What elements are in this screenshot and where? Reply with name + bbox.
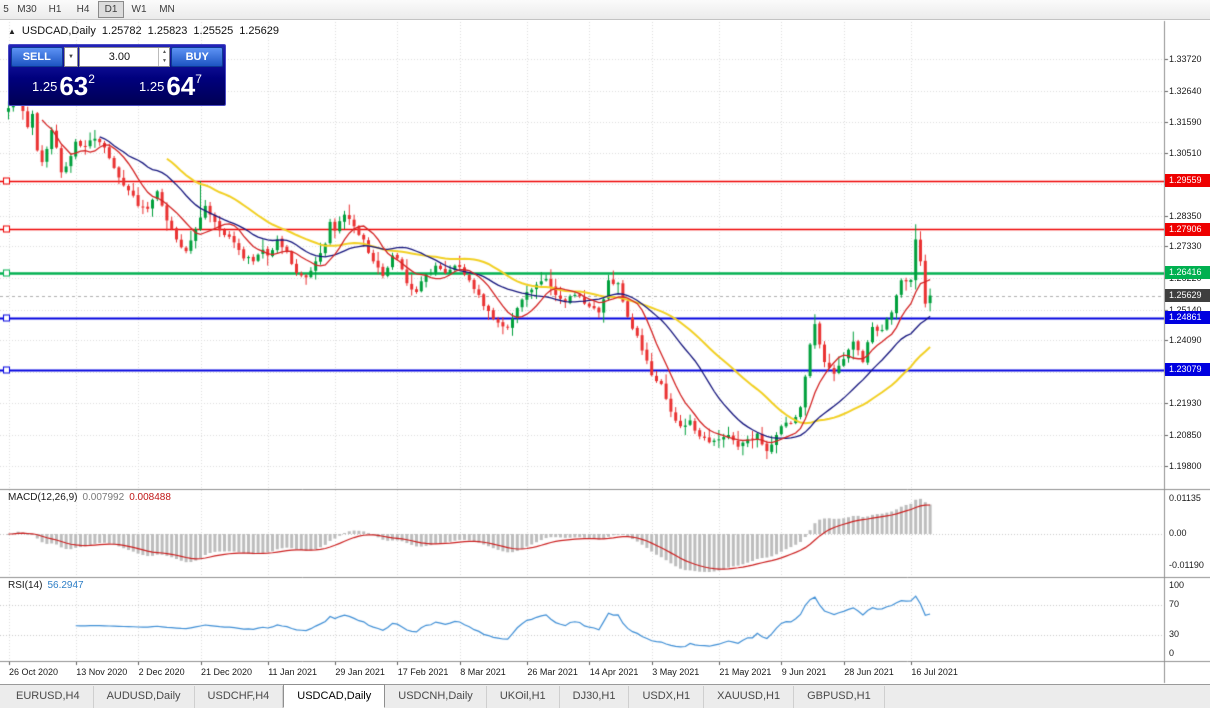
timeframe-button-5[interactable]: 5 bbox=[3, 4, 9, 15]
chart-tab-dj30-h1[interactable]: DJ30,H1 bbox=[559, 686, 630, 708]
date-axis-label: 14 Apr 2021 bbox=[589, 667, 639, 677]
rsi-scale-label: 70 bbox=[1169, 598, 1180, 609]
chart-tab-audusd-daily[interactable]: AUDUSD,Daily bbox=[93, 686, 195, 708]
chart-tab-eurusd-h4[interactable]: EURUSD,H4 bbox=[3, 686, 94, 708]
macd-title: MACD(12,26,9) bbox=[8, 492, 78, 503]
timeframe-button-d1[interactable]: D1 bbox=[98, 1, 124, 18]
macd-scale-label: 0.01135 bbox=[1169, 493, 1201, 503]
ohlc-close-value: 1.25629 bbox=[239, 25, 279, 37]
sell-price-display[interactable]: 1.25 63 2 bbox=[11, 69, 116, 103]
level-price-label: 1.24861 bbox=[1165, 311, 1210, 325]
rsi-scale-label: 0 bbox=[1169, 648, 1175, 658]
chart-info-line: ▲ USDCAD,Daily 1.25782 1.25823 1.25525 1… bbox=[8, 25, 279, 37]
timeframe-button-m30[interactable]: M30 bbox=[17, 4, 37, 15]
one-click-controls-row: SELL ▼ 3.00 ▲ ▼ BUY bbox=[11, 47, 223, 67]
chart-symbol-label: USDCAD,Daily bbox=[21, 25, 96, 37]
chart-tab-usdcad-daily[interactable]: USDCAD,Daily bbox=[283, 684, 386, 708]
price-scale-tick: 1.25140 bbox=[1169, 304, 1202, 315]
price-scale-tick: 1.20850 bbox=[1169, 430, 1202, 440]
rsi-scale-label: 100 bbox=[1169, 580, 1185, 590]
buy-price-big-digits: 64 bbox=[166, 71, 196, 101]
level-price-label: 1.23079 bbox=[1165, 363, 1210, 377]
timeframe-button-w1[interactable]: W1 bbox=[131, 4, 147, 15]
date-axis-label: 13 Nov 2020 bbox=[76, 667, 128, 677]
one-click-prices-row: 1.25 63 2 1.25 64 7 bbox=[11, 69, 223, 103]
timeframe-toolbar: 5 M30 H1 H4 D1 W1 MN bbox=[0, 0, 1210, 20]
volume-input[interactable]: 3.00 ▲ ▼ bbox=[79, 47, 171, 67]
rsi-panel-header: RSI(14) 56.2947 bbox=[8, 580, 84, 591]
price-scale-tick: 1.21930 bbox=[1169, 398, 1202, 409]
one-click-trading-panel: SELL ▼ 3.00 ▲ ▼ BUY 1.25 63 2 1.25 64 bbox=[8, 44, 226, 106]
price-scale-tick: 1.32640 bbox=[1169, 85, 1202, 96]
buy-button[interactable]: BUY bbox=[171, 47, 223, 67]
date-axis-label: 26 Mar 2021 bbox=[527, 667, 578, 677]
timeframe-button-h1[interactable]: H1 bbox=[48, 4, 62, 15]
level-price-label: 1.26416 bbox=[1165, 266, 1210, 280]
volume-spinner: ▲ ▼ bbox=[158, 48, 169, 66]
oneclick-collapse-icon[interactable]: ▲ bbox=[8, 26, 16, 36]
chevron-down-icon: ▼ bbox=[67, 54, 74, 60]
chart-tab-ukoil-h1[interactable]: UKOil,H1 bbox=[486, 686, 560, 708]
bid-price-label: 1.25629 bbox=[1165, 289, 1210, 303]
volume-value: 3.00 bbox=[108, 51, 131, 63]
date-axis-label: 26 Oct 2020 bbox=[9, 667, 59, 677]
price-scale-tick: 1.19800 bbox=[1169, 460, 1202, 471]
spin-up-icon[interactable]: ▲ bbox=[162, 49, 167, 55]
buy-price-pipette: 7 bbox=[195, 72, 202, 86]
macd-scale-label: -0.01190 bbox=[1169, 560, 1204, 570]
date-axis-label: 21 May 2021 bbox=[719, 667, 772, 677]
chart-tab-usdchf-h4[interactable]: USDCHF,H4 bbox=[194, 686, 284, 708]
price-scale-tick: 1.27330 bbox=[1169, 240, 1202, 251]
ohlc-open-value: 1.25782 bbox=[101, 25, 142, 37]
date-axis-label: 17 Feb 2021 bbox=[397, 667, 449, 677]
volume-dropdown-button[interactable]: ▼ bbox=[63, 47, 79, 67]
date-axis-label: 3 May 2021 bbox=[652, 667, 700, 677]
macd-scale-label: 0.00 bbox=[1169, 528, 1187, 538]
price-scale-tick: 1.24090 bbox=[1169, 335, 1202, 346]
buy-price-display[interactable]: 1.25 64 7 bbox=[118, 69, 223, 103]
spin-down-icon[interactable]: ▼ bbox=[162, 58, 167, 64]
chart-tab-bar: EURUSD,H4 AUDUSD,Daily USDCHF,H4 USDCAD,Dai… bbox=[0, 684, 1210, 708]
date-axis-label: 16 Jul 2021 bbox=[911, 667, 958, 677]
date-axis-label: 9 Jun 2021 bbox=[781, 667, 827, 677]
chart-tab-gbpusd-h1[interactable]: GBPUSD,H1 bbox=[794, 686, 885, 708]
chart-tab-usdcnh-daily[interactable]: USDCNH,Daily bbox=[385, 686, 487, 708]
date-axis-label: 28 Jun 2021 bbox=[844, 667, 894, 677]
ohlc-high-value: 1.25823 bbox=[147, 25, 188, 37]
macd-panel-header: MACD(12,26,9) 0.007992 0.008488 bbox=[8, 492, 171, 503]
rsi-title: RSI(14) bbox=[8, 580, 43, 591]
chart-tab-usdx-h1[interactable]: USDX,H1 bbox=[629, 686, 705, 708]
timeframe-button-mn[interactable]: MN bbox=[159, 4, 175, 15]
date-axis-label: 8 Mar 2021 bbox=[460, 667, 506, 677]
sell-price-prefix: 1.25 bbox=[32, 78, 58, 94]
date-axis-label: 29 Jan 2021 bbox=[335, 667, 385, 677]
date-axis-label: 11 Jan 2021 bbox=[268, 667, 318, 677]
date-axis-label: 21 Dec 2020 bbox=[201, 667, 253, 677]
buy-price-prefix: 1.25 bbox=[139, 78, 165, 94]
date-axis-label: 2 Dec 2020 bbox=[138, 667, 185, 677]
level-price-label: 1.27906 bbox=[1165, 222, 1210, 236]
timeframe-button-h4[interactable]: H4 bbox=[76, 4, 90, 15]
chart-tab-xauusd-h1[interactable]: XAUUSD,H1 bbox=[704, 686, 795, 708]
sell-button[interactable]: SELL bbox=[11, 47, 63, 67]
level-price-label: 1.29559 bbox=[1165, 174, 1210, 188]
ohlc-low-value: 1.25525 bbox=[193, 25, 234, 37]
price-scale-tick: 1.31590 bbox=[1169, 116, 1202, 127]
price-scale-tick: 1.30510 bbox=[1169, 148, 1202, 159]
sell-price-big-digits: 63 bbox=[59, 71, 89, 101]
rsi-scale-label: 30 bbox=[1169, 629, 1180, 640]
macd-signal-value: 0.008488 bbox=[129, 492, 171, 503]
rsi-value: 56.2947 bbox=[47, 580, 84, 591]
macd-main-value: 0.007992 bbox=[82, 492, 125, 503]
price-scale-tick: 1.33720 bbox=[1169, 54, 1202, 65]
price-scale-tick: 1.28350 bbox=[1169, 211, 1202, 222]
sell-price-pipette: 2 bbox=[88, 72, 95, 86]
